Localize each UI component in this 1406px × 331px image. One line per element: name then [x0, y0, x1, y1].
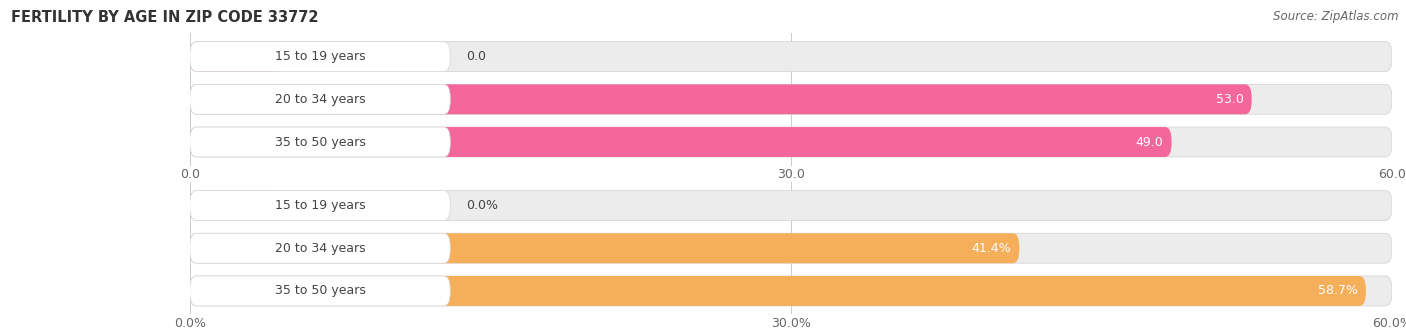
- Text: 0.0%: 0.0%: [467, 199, 498, 212]
- FancyBboxPatch shape: [190, 42, 450, 71]
- FancyBboxPatch shape: [190, 42, 281, 71]
- FancyBboxPatch shape: [190, 127, 1171, 157]
- FancyBboxPatch shape: [190, 233, 450, 263]
- Text: 58.7%: 58.7%: [1317, 284, 1358, 298]
- Text: 0.0: 0.0: [467, 50, 486, 63]
- FancyBboxPatch shape: [190, 42, 1392, 71]
- Text: 15 to 19 years: 15 to 19 years: [274, 50, 366, 63]
- FancyBboxPatch shape: [190, 276, 1365, 306]
- FancyBboxPatch shape: [190, 276, 450, 306]
- FancyBboxPatch shape: [190, 276, 1392, 306]
- Text: 41.4%: 41.4%: [972, 242, 1011, 255]
- FancyBboxPatch shape: [190, 127, 450, 157]
- Text: 35 to 50 years: 35 to 50 years: [274, 284, 366, 298]
- Text: 15 to 19 years: 15 to 19 years: [274, 199, 366, 212]
- Text: 20 to 34 years: 20 to 34 years: [274, 93, 366, 106]
- Text: 20 to 34 years: 20 to 34 years: [274, 242, 366, 255]
- FancyBboxPatch shape: [190, 84, 450, 114]
- FancyBboxPatch shape: [190, 191, 281, 220]
- Text: Source: ZipAtlas.com: Source: ZipAtlas.com: [1274, 10, 1399, 23]
- FancyBboxPatch shape: [190, 191, 1392, 220]
- FancyBboxPatch shape: [190, 84, 1392, 114]
- Text: FERTILITY BY AGE IN ZIP CODE 33772: FERTILITY BY AGE IN ZIP CODE 33772: [11, 10, 319, 25]
- FancyBboxPatch shape: [190, 127, 1392, 157]
- Text: 53.0: 53.0: [1216, 93, 1244, 106]
- FancyBboxPatch shape: [190, 233, 1019, 263]
- FancyBboxPatch shape: [190, 233, 1392, 263]
- FancyBboxPatch shape: [190, 191, 450, 220]
- Text: 35 to 50 years: 35 to 50 years: [274, 135, 366, 149]
- Text: 49.0: 49.0: [1136, 135, 1164, 149]
- FancyBboxPatch shape: [190, 84, 1251, 114]
